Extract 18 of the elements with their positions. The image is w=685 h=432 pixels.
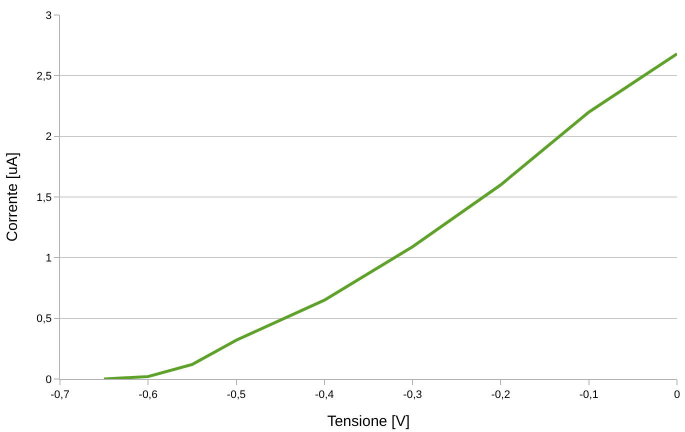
y-tick-label: 2 — [46, 131, 52, 144]
x-tick-label: -0,3 — [403, 389, 422, 402]
x-tick-label: 0 — [674, 389, 680, 402]
x-axis-title: Tensione [V] — [327, 413, 410, 430]
x-tick-label: -0,5 — [226, 389, 246, 402]
y-axis-title: Corrente [uA] — [4, 152, 21, 242]
x-tick-label: -0,1 — [579, 389, 598, 402]
x-tick-label: -0,2 — [491, 389, 510, 402]
y-tick-label: 3 — [46, 10, 52, 22]
y-tick-label: 1 — [46, 252, 52, 265]
y-tick-label: 1,5 — [36, 192, 52, 204]
y-tick-label: 0 — [46, 374, 52, 386]
x-tick-label: -0,6 — [138, 389, 158, 402]
line-series — [102, 52, 677, 379]
x-tick-label: -0,7 — [50, 389, 70, 402]
x-tick-label: -0,4 — [314, 389, 334, 402]
y-tick-label: 2,5 — [36, 70, 52, 83]
y-tick-label: 0,5 — [36, 313, 52, 326]
